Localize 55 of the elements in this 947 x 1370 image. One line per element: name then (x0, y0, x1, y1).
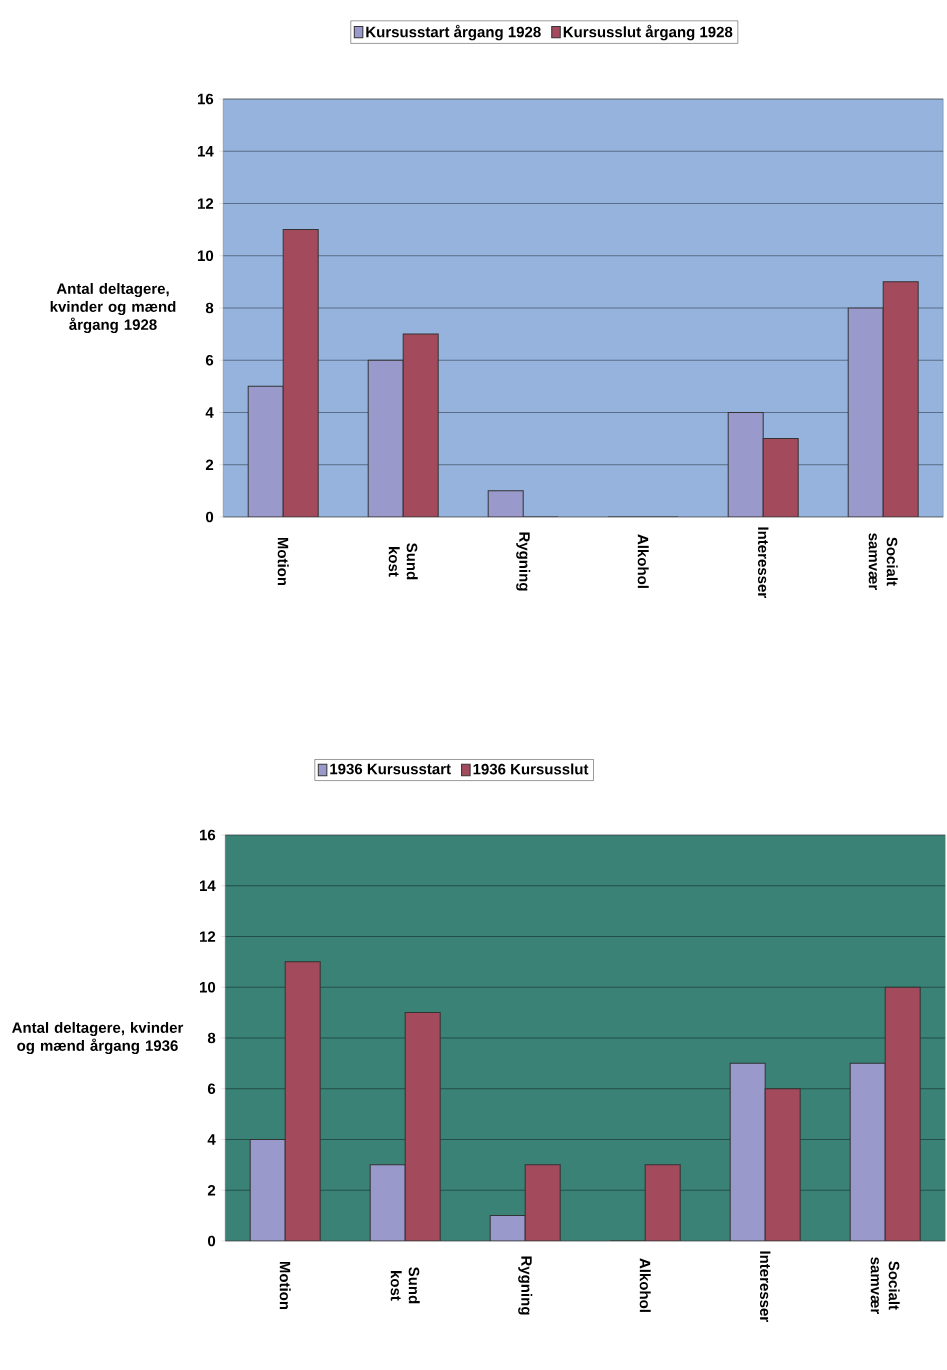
x-tick-label: Rygning (516, 532, 531, 591)
y-tick-label: 12 (197, 198, 214, 209)
bar (247, 385, 284, 517)
bar (284, 961, 321, 1241)
y-axis-title: Antal deltagere, kvinder og mænd årgang 1928 (50, 282, 176, 334)
bar (524, 1164, 561, 1241)
y-tick-label: 2 (207, 1185, 216, 1196)
x-tick-label: Socialt samvær (868, 533, 898, 590)
y-axis-title: Antal deltagere, kvinder og mænd årgang 1936 (11, 1021, 184, 1055)
y-tick-label: 16 (199, 829, 216, 841)
y-tick-label: 6 (205, 354, 214, 366)
y-tick-label: 8 (205, 302, 214, 314)
y-tick-label: 6 (207, 1083, 216, 1095)
x-tick-label: Alkohol (639, 1258, 651, 1312)
bar (882, 281, 919, 517)
y-tick-label: 14 (197, 146, 214, 157)
x-tick-label: Interesser (759, 1251, 771, 1322)
x-tick-label: Motion (279, 1261, 291, 1310)
y-tick-label: 16 (197, 93, 214, 105)
y-tick-label: 2 (205, 459, 214, 470)
y-tick-label: 4 (207, 1134, 216, 1145)
y-tick-label: 10 (197, 250, 214, 262)
bar (367, 359, 404, 517)
legend-label: 1936 Kursusslut (473, 763, 589, 775)
x-tick-label: Socialt samvær (870, 1257, 900, 1314)
bar (282, 229, 319, 517)
x-tick-label: Rygning (518, 1256, 533, 1315)
y-tick-label: 8 (207, 1032, 216, 1044)
x-tick-label: Sund kost (390, 1267, 420, 1304)
bar (249, 1138, 286, 1241)
legend-label: 1936 Kursusstart (330, 763, 451, 775)
bar (402, 333, 439, 517)
y-tick-label: 10 (199, 981, 216, 993)
x-tick-label: Interesser (757, 527, 769, 598)
bar (727, 411, 764, 517)
bar (764, 1088, 801, 1241)
bar (644, 1164, 681, 1241)
y-tick-label: 4 (205, 407, 214, 418)
bar (404, 1012, 441, 1241)
bar (729, 1062, 766, 1241)
y-tick-label: 0 (205, 511, 214, 523)
bar (849, 1062, 886, 1241)
x-tick-label: Motion (277, 537, 289, 586)
bar (884, 986, 921, 1241)
legend-label: Kursusslut årgang 1928 (563, 24, 733, 41)
y-tick-label: 12 (199, 931, 216, 942)
y-tick-label: 14 (199, 880, 216, 891)
bar (762, 438, 799, 517)
legend-label: Kursusstart årgang 1928 (366, 24, 541, 41)
bar (847, 307, 884, 517)
bar (489, 1215, 526, 1241)
x-tick-label: Alkohol (637, 534, 649, 588)
y-tick-label: 0 (207, 1235, 216, 1247)
bar (369, 1164, 406, 1241)
x-tick-label: Sund kost (388, 543, 418, 580)
